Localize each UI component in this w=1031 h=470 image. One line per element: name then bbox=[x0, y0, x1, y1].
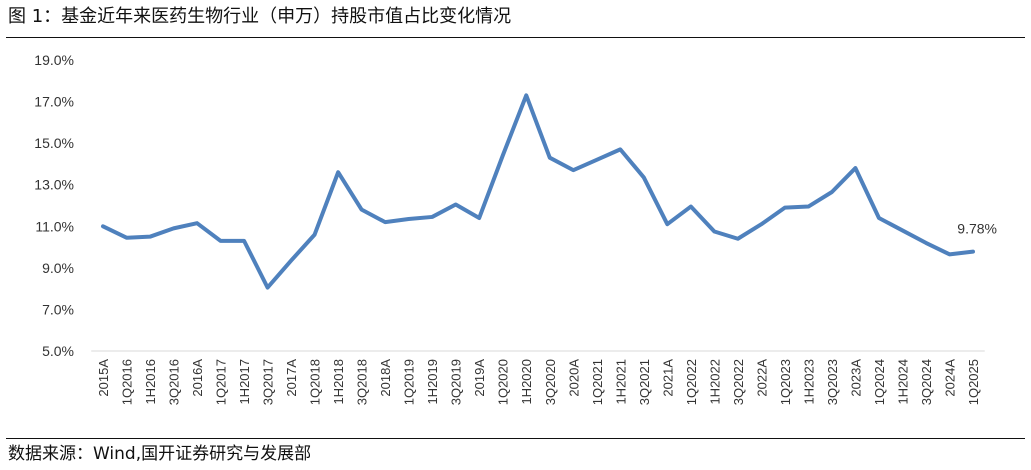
x-tick-label: 2018A bbox=[378, 359, 393, 397]
x-tick-label: 2021A bbox=[660, 359, 675, 397]
x-tick-label: 3Q2021 bbox=[637, 359, 652, 405]
source-rule bbox=[6, 438, 1025, 439]
x-tick-label: 1H2022 bbox=[707, 359, 722, 405]
x-tick-label: 1Q2019 bbox=[402, 359, 417, 405]
x-tick-label: 1H2016 bbox=[143, 359, 158, 405]
axis-layer: 5.0% 7.0% 9.0% 11.0% 13.0% 15.0% 17.0% 19.0% 201… bbox=[34, 52, 985, 405]
y-tick-label: 17.0% bbox=[34, 94, 74, 110]
x-tick-label: 2023A bbox=[848, 359, 863, 397]
x-tick-label: 3Q2016 bbox=[167, 359, 182, 405]
x-tick-label: 2022A bbox=[754, 359, 769, 397]
x-tick-label: 1H2024 bbox=[895, 359, 910, 405]
y-tick-label: 9.0% bbox=[42, 260, 74, 276]
x-tick-label: 1H2020 bbox=[519, 359, 534, 405]
title-rule bbox=[6, 37, 1025, 38]
x-tick-label: 2016A bbox=[190, 359, 205, 397]
x-tick-label: 1Q2023 bbox=[778, 359, 793, 405]
x-tick-label: 1H2017 bbox=[237, 359, 252, 405]
y-tick-label: 19.0% bbox=[34, 52, 74, 68]
x-tick-label: 3Q2019 bbox=[449, 359, 464, 405]
source-note: 数据来源：Wind,国开证券研究与发展部 bbox=[8, 444, 312, 464]
x-tick-label: 3Q2023 bbox=[825, 359, 840, 405]
x-tick-label: 2019A bbox=[472, 359, 487, 397]
x-tick-label: 1Q2016 bbox=[120, 359, 135, 405]
x-tick-label: 3Q2020 bbox=[543, 359, 558, 405]
y-tick-label: 7.0% bbox=[42, 301, 74, 317]
y-tick-label: 15.0% bbox=[34, 135, 74, 151]
x-tick-label: 1H2021 bbox=[613, 359, 628, 405]
y-tick-label: 5.0% bbox=[42, 343, 74, 359]
x-tick-label: 1Q2018 bbox=[308, 359, 323, 405]
y-tick-label: 11.0% bbox=[35, 218, 74, 234]
x-tick-label: 2015A bbox=[96, 359, 111, 397]
x-tick-label: 2024A bbox=[942, 359, 957, 397]
figure-title: 图 1：基金近年来医药生物行业（申万）持股市值占比变化情况 bbox=[8, 6, 512, 27]
data-label: 9.78% bbox=[957, 221, 997, 237]
x-tick-label: 1H2018 bbox=[331, 359, 346, 405]
x-tick-label: 1Q2020 bbox=[496, 359, 511, 405]
series-layer bbox=[101, 93, 975, 290]
y-tick-label: 13.0% bbox=[34, 177, 74, 193]
x-tick-label: 3Q2024 bbox=[919, 359, 934, 405]
x-tick-label: 1Q2025 bbox=[966, 359, 981, 405]
label-layer: 9.78% bbox=[957, 221, 997, 237]
x-tick-label: 1Q2017 bbox=[214, 359, 229, 405]
x-tick-label: 1H2023 bbox=[801, 359, 816, 405]
x-tick-label: 1Q2024 bbox=[872, 359, 887, 405]
x-tick-label: 2020A bbox=[566, 359, 581, 397]
x-tick-label: 3Q2018 bbox=[355, 359, 370, 405]
series-line bbox=[101, 93, 975, 290]
x-tick-label: 2017A bbox=[284, 359, 299, 397]
x-tick-label: 1H2019 bbox=[425, 359, 440, 405]
x-tick-label: 3Q2022 bbox=[731, 359, 746, 405]
x-tick-label: 1Q2022 bbox=[684, 359, 699, 405]
x-tick-label: 1Q2021 bbox=[590, 359, 605, 405]
x-tick-label: 3Q2017 bbox=[261, 359, 276, 405]
